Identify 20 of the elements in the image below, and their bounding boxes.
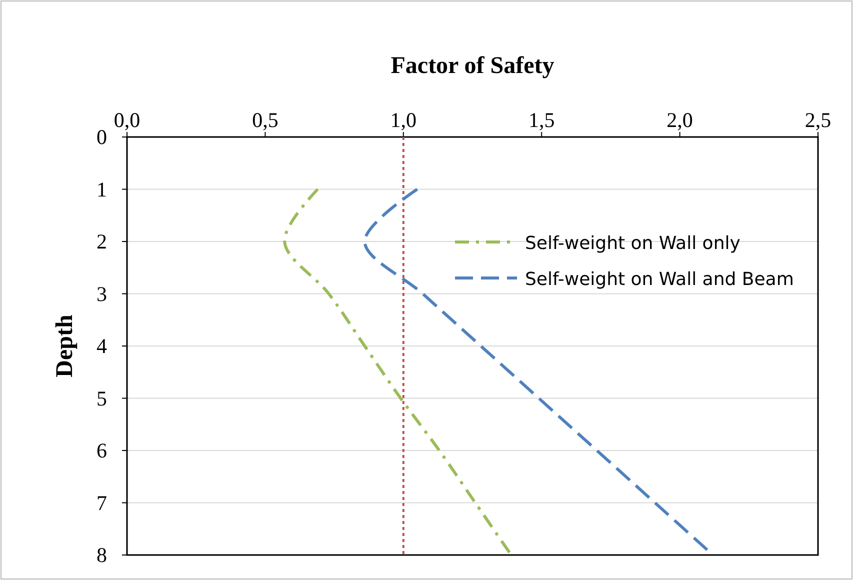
x-tick-label: 2,0 [666,108,693,132]
line-series [283,188,513,556]
y-tick-label: 5 [96,386,107,410]
y-tick-label: 7 [96,490,107,515]
y-tick-label: 0 [96,125,107,149]
y-tick-label: 2 [96,230,107,254]
x-tick-label: 0,5 [252,108,278,132]
x-tick-label: 1,0 [390,108,417,132]
x-tick-label: 0,0 [114,108,140,132]
y-tick-label: 4 [96,334,108,358]
x-tick-label: 2,5 [804,108,832,132]
legend-label: Self-weight on Wall only [525,233,741,254]
y-tick-label: 8 [96,543,107,567]
y-tick-label: 6 [96,438,107,462]
y-axis-title: Depth [52,314,78,378]
x-axis-title: Factor of Safety [390,53,554,79]
legend-label: Self-weight on Wall and Beam [525,269,794,290]
y-tick-label: 1 [96,177,107,202]
x-tick-label: 1,5 [528,108,555,132]
y-tick-label: 3 [96,282,107,306]
